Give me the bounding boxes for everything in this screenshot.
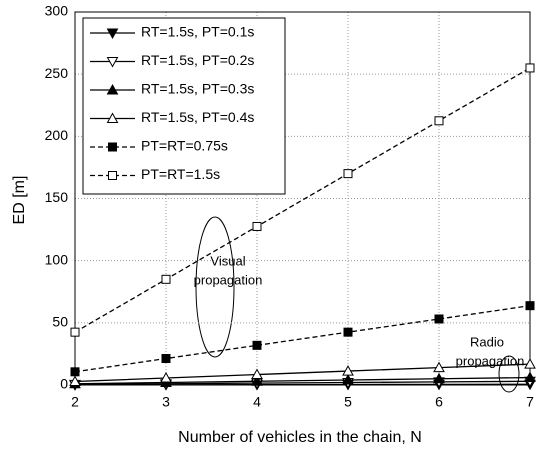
x-axis-label: Number of vehicles in the chain, N	[178, 429, 422, 446]
legend-label: RT=1.5s, PT=0.4s	[141, 109, 254, 125]
annotation: propagation	[456, 353, 525, 368]
marker	[161, 274, 171, 284]
marker	[342, 365, 354, 376]
annotation: Visual	[210, 253, 245, 268]
y-tick-label: 300	[45, 3, 69, 19]
marker	[343, 327, 353, 337]
marker	[433, 361, 445, 373]
legend-label: PT=RT=0.75s	[141, 138, 228, 154]
marker	[70, 327, 80, 337]
legend-label: PT=RT=1.5s	[141, 166, 220, 182]
marker	[160, 372, 172, 383]
x-tick-label: 2	[71, 394, 79, 410]
marker	[161, 354, 171, 364]
x-tick-label: 6	[435, 394, 443, 410]
y-tick-label: 50	[52, 314, 68, 330]
marker	[524, 358, 536, 369]
visual-ellipse	[195, 216, 235, 358]
legend-marker	[106, 28, 119, 40]
legend-marker	[106, 112, 119, 123]
annotation: propagation	[194, 272, 263, 287]
marker	[434, 116, 444, 126]
legend-box	[82, 17, 286, 195]
legend-marker	[108, 142, 117, 152]
legend-label: RT=1.5s, PT=0.2s	[141, 52, 254, 68]
x-tick-label: 4	[253, 394, 261, 410]
y-tick-label: 250	[45, 65, 69, 81]
legend-marker	[106, 57, 119, 68]
marker	[525, 301, 535, 311]
marker	[524, 371, 536, 383]
y-tick-label: 200	[45, 127, 69, 143]
marker	[251, 368, 263, 380]
marker	[434, 314, 444, 324]
marker	[343, 169, 353, 179]
y-axis-label: ED [m]	[11, 176, 28, 225]
series-line	[74, 380, 531, 386]
series-line	[74, 376, 531, 385]
y-tick-label: 0	[60, 376, 68, 392]
series-line	[74, 363, 531, 383]
marker	[433, 372, 445, 384]
marker	[252, 340, 262, 350]
series-line	[74, 383, 531, 386]
annotation: Radio	[470, 334, 504, 349]
legend-marker	[106, 83, 119, 95]
legend-label: RT=1.5s, PT=0.1s	[141, 24, 254, 40]
radio-ellipse	[498, 355, 520, 393]
y-tick-label: 150	[45, 189, 69, 205]
marker	[342, 373, 354, 385]
marker	[252, 221, 262, 231]
marker	[69, 375, 81, 387]
legend-label: RT=1.5s, PT=0.3s	[141, 81, 254, 97]
legend-marker	[108, 171, 117, 180]
series-line	[74, 305, 531, 373]
marker	[525, 63, 535, 73]
x-tick-label: 5	[344, 394, 352, 410]
marker	[251, 375, 263, 386]
y-tick-label: 100	[45, 251, 69, 267]
marker	[70, 367, 80, 377]
x-tick-label: 3	[162, 394, 170, 410]
x-tick-label: 7	[526, 394, 534, 410]
